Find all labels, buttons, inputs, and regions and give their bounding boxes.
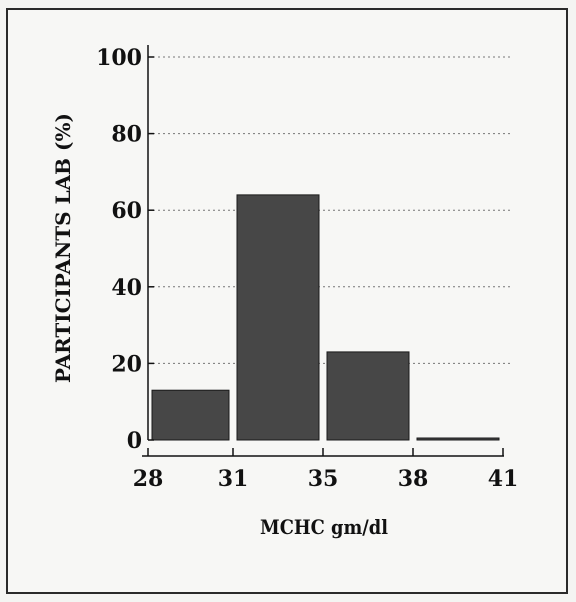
x-tick-label-28: 28 (133, 466, 164, 492)
y-tick-label-100: 100 (96, 45, 142, 71)
x-tick-label-38: 38 (398, 466, 429, 492)
bar-38-41 (416, 437, 500, 441)
y-tick-label-20: 20 (111, 351, 142, 377)
x-axis-title: MCHC gm/dl (260, 515, 388, 539)
y-axis-title: PARTICIPANTS LAB (%) (51, 113, 75, 383)
y-ticks: 0 20 40 60 80 100 (96, 45, 154, 454)
y-tick-label-60: 60 (111, 198, 142, 224)
bars (151, 194, 500, 441)
y-tick-label-0: 0 (127, 428, 142, 454)
y-tick-label-80: 80 (111, 122, 142, 148)
x-tick-label-41: 41 (488, 466, 519, 492)
bar-35-38 (326, 351, 410, 441)
x-tick-label-31: 31 (218, 466, 249, 492)
x-tick-label-35: 35 (308, 466, 339, 492)
y-tick-label-40: 40 (111, 275, 142, 301)
x-ticks: 28 31 35 38 41 (133, 448, 519, 492)
gridlines (148, 56, 512, 364)
bar-28-31 (151, 389, 230, 441)
bar-31-35 (236, 194, 320, 441)
